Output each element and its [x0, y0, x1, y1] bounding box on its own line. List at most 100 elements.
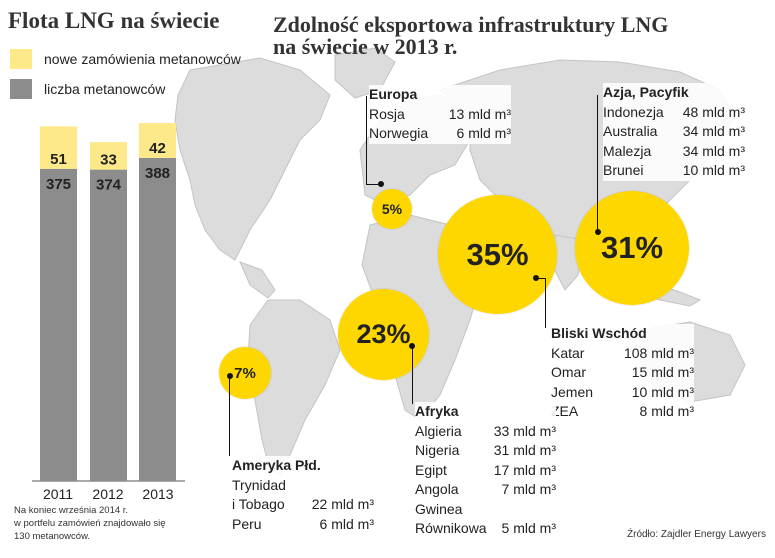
- bubble-label-asia: 31%: [600, 230, 664, 265]
- panel-south-america: Ameryka Płd. Trynidad i Tobago 22 mld m³ …: [232, 456, 374, 534]
- map-north-america: [174, 57, 331, 261]
- country-value: 10 mld m³: [631, 383, 694, 400]
- fleet-note: Na koniec września 2014 r. w portfelu za…: [14, 504, 166, 543]
- panel-row: Norwegia 6 mld m³: [369, 124, 511, 144]
- country-value: 48 mld m³: [682, 103, 745, 120]
- fleet-note-line-3: 130 metanowców.: [14, 531, 91, 542]
- country-value: 10 mld m³: [682, 162, 745, 178]
- leader-line-middle-east-h: [536, 278, 546, 279]
- country-name: Omar: [551, 364, 586, 380]
- page-title: Zdolność eksportowa infrastruktury LNG n…: [273, 14, 668, 58]
- page-title-line-2: na świecie w 2013 r.: [273, 34, 458, 59]
- legend-swatch-count: [10, 79, 32, 99]
- legend-swatch-new-orders: [10, 49, 32, 69]
- bubble-asia: 31%: [575, 191, 689, 305]
- country-name: Katar: [551, 344, 585, 361]
- year-label-2013: 2013: [142, 486, 174, 502]
- panel-europe: Europa Rosja 13 mld m³ Norwegia 6 mld m³: [369, 85, 511, 144]
- legend-label-new-orders: nowe zamówienia metanowców: [44, 51, 241, 67]
- panel-row: Nigeria 31 mld m³: [415, 441, 556, 461]
- country-name: Algieria: [415, 422, 462, 439]
- country-name: Rosja: [369, 105, 405, 122]
- panel-row: Egipt 17 mld m³: [415, 461, 556, 481]
- country-value: 5 mld m³: [501, 520, 556, 536]
- bubble-africa: 23%: [338, 289, 429, 380]
- country-name: Peru: [232, 515, 262, 532]
- leader-line-europe-h: [366, 184, 381, 185]
- panel-asia: Azja, Pacyfik Indonezja 48 mld m³ Austral…: [603, 83, 745, 181]
- leader-line-middle-east: [545, 278, 546, 328]
- country-value: 108 mld m³: [623, 344, 694, 361]
- panel-row: Brunei 10 mld m³: [603, 161, 745, 181]
- panel-row: Katar 108 mld m³: [551, 344, 694, 364]
- country-value: 6 mld m³: [319, 515, 374, 532]
- leader-line-africa: [412, 346, 413, 404]
- fleet-note-line-1: Na koniec września 2014 r.: [14, 505, 129, 516]
- page-title-line-1: Zdolność eksportowa infrastruktury LNG: [273, 12, 669, 37]
- year-label-2012: 2012: [92, 486, 124, 502]
- country-name: Brunei: [603, 162, 644, 178]
- country-value: 17 mld m³: [493, 461, 556, 478]
- country-value: 31 mld m³: [493, 442, 556, 458]
- pin-europe: [378, 181, 384, 187]
- panel-row: Angola 7 mld m³: [415, 480, 556, 500]
- source-note: Źródło: Zajdler Energy Lawyers: [627, 529, 766, 540]
- panel-row: Równikowa 5 mld m³: [415, 519, 556, 539]
- leader-line-europe: [366, 96, 367, 184]
- country-name: Egipt: [415, 461, 447, 478]
- country-name: Jemen: [551, 383, 594, 400]
- map-central-america: [239, 261, 276, 299]
- country-value: 7 mld m³: [501, 481, 556, 497]
- bubble-europe: 5%: [372, 189, 412, 229]
- country-value: 22 mld m³: [311, 496, 374, 512]
- legend-label-count: liczba metanowców: [44, 81, 166, 97]
- country-name: Angola: [415, 481, 459, 497]
- bubble-middle-east: 35%: [438, 195, 557, 314]
- panel-row: Jemen 10 mld m³: [551, 383, 694, 403]
- panel-row: Trynidad: [232, 476, 374, 496]
- panel-row: Gwinea: [415, 500, 556, 520]
- panel-title-south-america: Ameryka Płd.: [232, 457, 321, 473]
- panel-row: Peru 6 mld m³: [232, 515, 374, 535]
- panel-title-asia: Azja, Pacyfik: [603, 84, 689, 100]
- country-name: i Tobago: [232, 496, 285, 512]
- pin-africa: [409, 343, 415, 349]
- country-value: 8 mld m³: [639, 403, 694, 419]
- fleet-chart-title: Flota LNG na świecie: [8, 8, 220, 33]
- country-value: 34 mld m³: [682, 123, 745, 139]
- country-value: 15 mld m³: [631, 364, 694, 380]
- panel-middle-east: Bliski Wschód Katar 108 mld m³ Omar 15 mld…: [551, 324, 694, 422]
- panel-row: Algieria 33 mld m³: [415, 422, 556, 442]
- panel-row: Rosja 13 mld m³: [369, 105, 511, 125]
- fleet-note-line-2: w portfelu zamówień znajdowało się: [14, 518, 166, 529]
- panel-row: ZEA 8 mld m³: [551, 402, 694, 422]
- legend-item-count: liczba metanowców: [10, 79, 165, 99]
- country-name: Gwinea: [415, 500, 463, 517]
- leader-line-asia: [597, 95, 598, 232]
- panel-row: Indonezja 48 mld m³: [603, 103, 745, 123]
- country-name: Australia: [603, 123, 658, 139]
- country-name: Malezja: [603, 142, 652, 159]
- country-name: Indonezja: [603, 103, 664, 120]
- panel-title-middle-east: Bliski Wschód: [551, 325, 647, 341]
- panel-row: Omar 15 mld m³: [551, 363, 694, 383]
- panel-title-europe: Europa: [369, 86, 418, 102]
- bubble-label-africa: 23%: [356, 319, 411, 349]
- bubble-label-europe: 5%: [381, 201, 403, 217]
- panel-row: Australia 34 mld m³: [603, 122, 745, 142]
- country-name: Trynidad: [232, 476, 286, 493]
- bubble-label-south-america: 7%: [234, 364, 256, 382]
- panel-africa: Afryka Algieria 33 mld m³ Nigeria 31 mld m…: [415, 402, 556, 539]
- pin-asia: [595, 229, 601, 235]
- panel-title-africa: Afryka: [415, 403, 459, 419]
- country-name: Nigeria: [415, 442, 460, 458]
- country-value: 33 mld m³: [493, 422, 556, 439]
- country-value: 13 mld m³: [448, 105, 511, 122]
- country-value: 6 mld m³: [456, 125, 511, 141]
- bubble-label-middle-east: 35%: [466, 236, 529, 272]
- legend-item-new-orders: nowe zamówienia metanowców: [10, 49, 241, 69]
- country-name: Równikowa: [415, 520, 487, 536]
- panel-row: i Tobago 22 mld m³: [232, 495, 374, 515]
- panel-row: Malezja 34 mld m³: [603, 142, 745, 162]
- country-name: ZEA: [551, 403, 579, 419]
